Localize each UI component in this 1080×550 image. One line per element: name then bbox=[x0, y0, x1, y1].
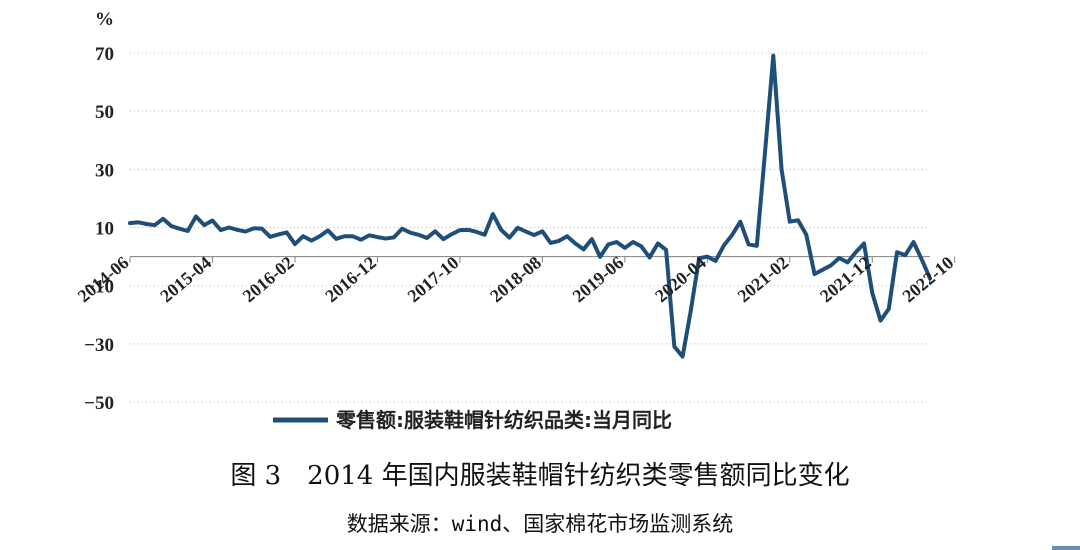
x-tick-label: 2020-04 bbox=[651, 252, 710, 306]
y-tick-label: −10 bbox=[84, 277, 114, 298]
y-tick-label: 50 bbox=[95, 102, 114, 123]
x-tick-label: 2021-02 bbox=[734, 252, 793, 306]
series-layer bbox=[128, 53, 932, 359]
line-chart: 70 50 30 10 −10 −30 −50 2014-06 2015-04 2016-02 20… bbox=[74, 9, 958, 432]
corner-mark bbox=[1052, 546, 1080, 550]
x-tick-label: 2016-12 bbox=[321, 252, 380, 306]
x-tick-label: 2019-06 bbox=[569, 252, 628, 306]
series-line bbox=[128, 53, 932, 359]
y-axis-unit: % bbox=[95, 9, 114, 30]
axes bbox=[129, 256, 956, 263]
data-source: 数据来源：wind、国家棉花市场监测系统 bbox=[346, 512, 734, 536]
x-tick-label: 2014-06 bbox=[74, 252, 133, 306]
x-tick-label: 2017-10 bbox=[404, 252, 463, 306]
y-tick-label: −30 bbox=[84, 335, 114, 356]
gridlines bbox=[130, 52, 930, 403]
figure-caption: 图 3 2014 年国内服装鞋帽针纺织类零售额同比变化 bbox=[230, 461, 850, 491]
x-tick-label: 2015-04 bbox=[156, 252, 215, 306]
x-tick-label: 2016-02 bbox=[239, 252, 298, 306]
x-tick-label: 2022-10 bbox=[898, 252, 957, 306]
legend: 零售额:服装鞋帽针纺织品类:当月同比 bbox=[273, 408, 672, 432]
y-tick-label: −50 bbox=[84, 393, 114, 414]
x-tick-label: 2018-08 bbox=[486, 252, 545, 306]
legend-label: 零售额:服装鞋帽针纺织品类:当月同比 bbox=[335, 408, 672, 432]
y-tick-label: 70 bbox=[95, 44, 114, 65]
y-tick-label: 10 bbox=[95, 219, 114, 240]
y-tick-label: 30 bbox=[95, 160, 114, 181]
